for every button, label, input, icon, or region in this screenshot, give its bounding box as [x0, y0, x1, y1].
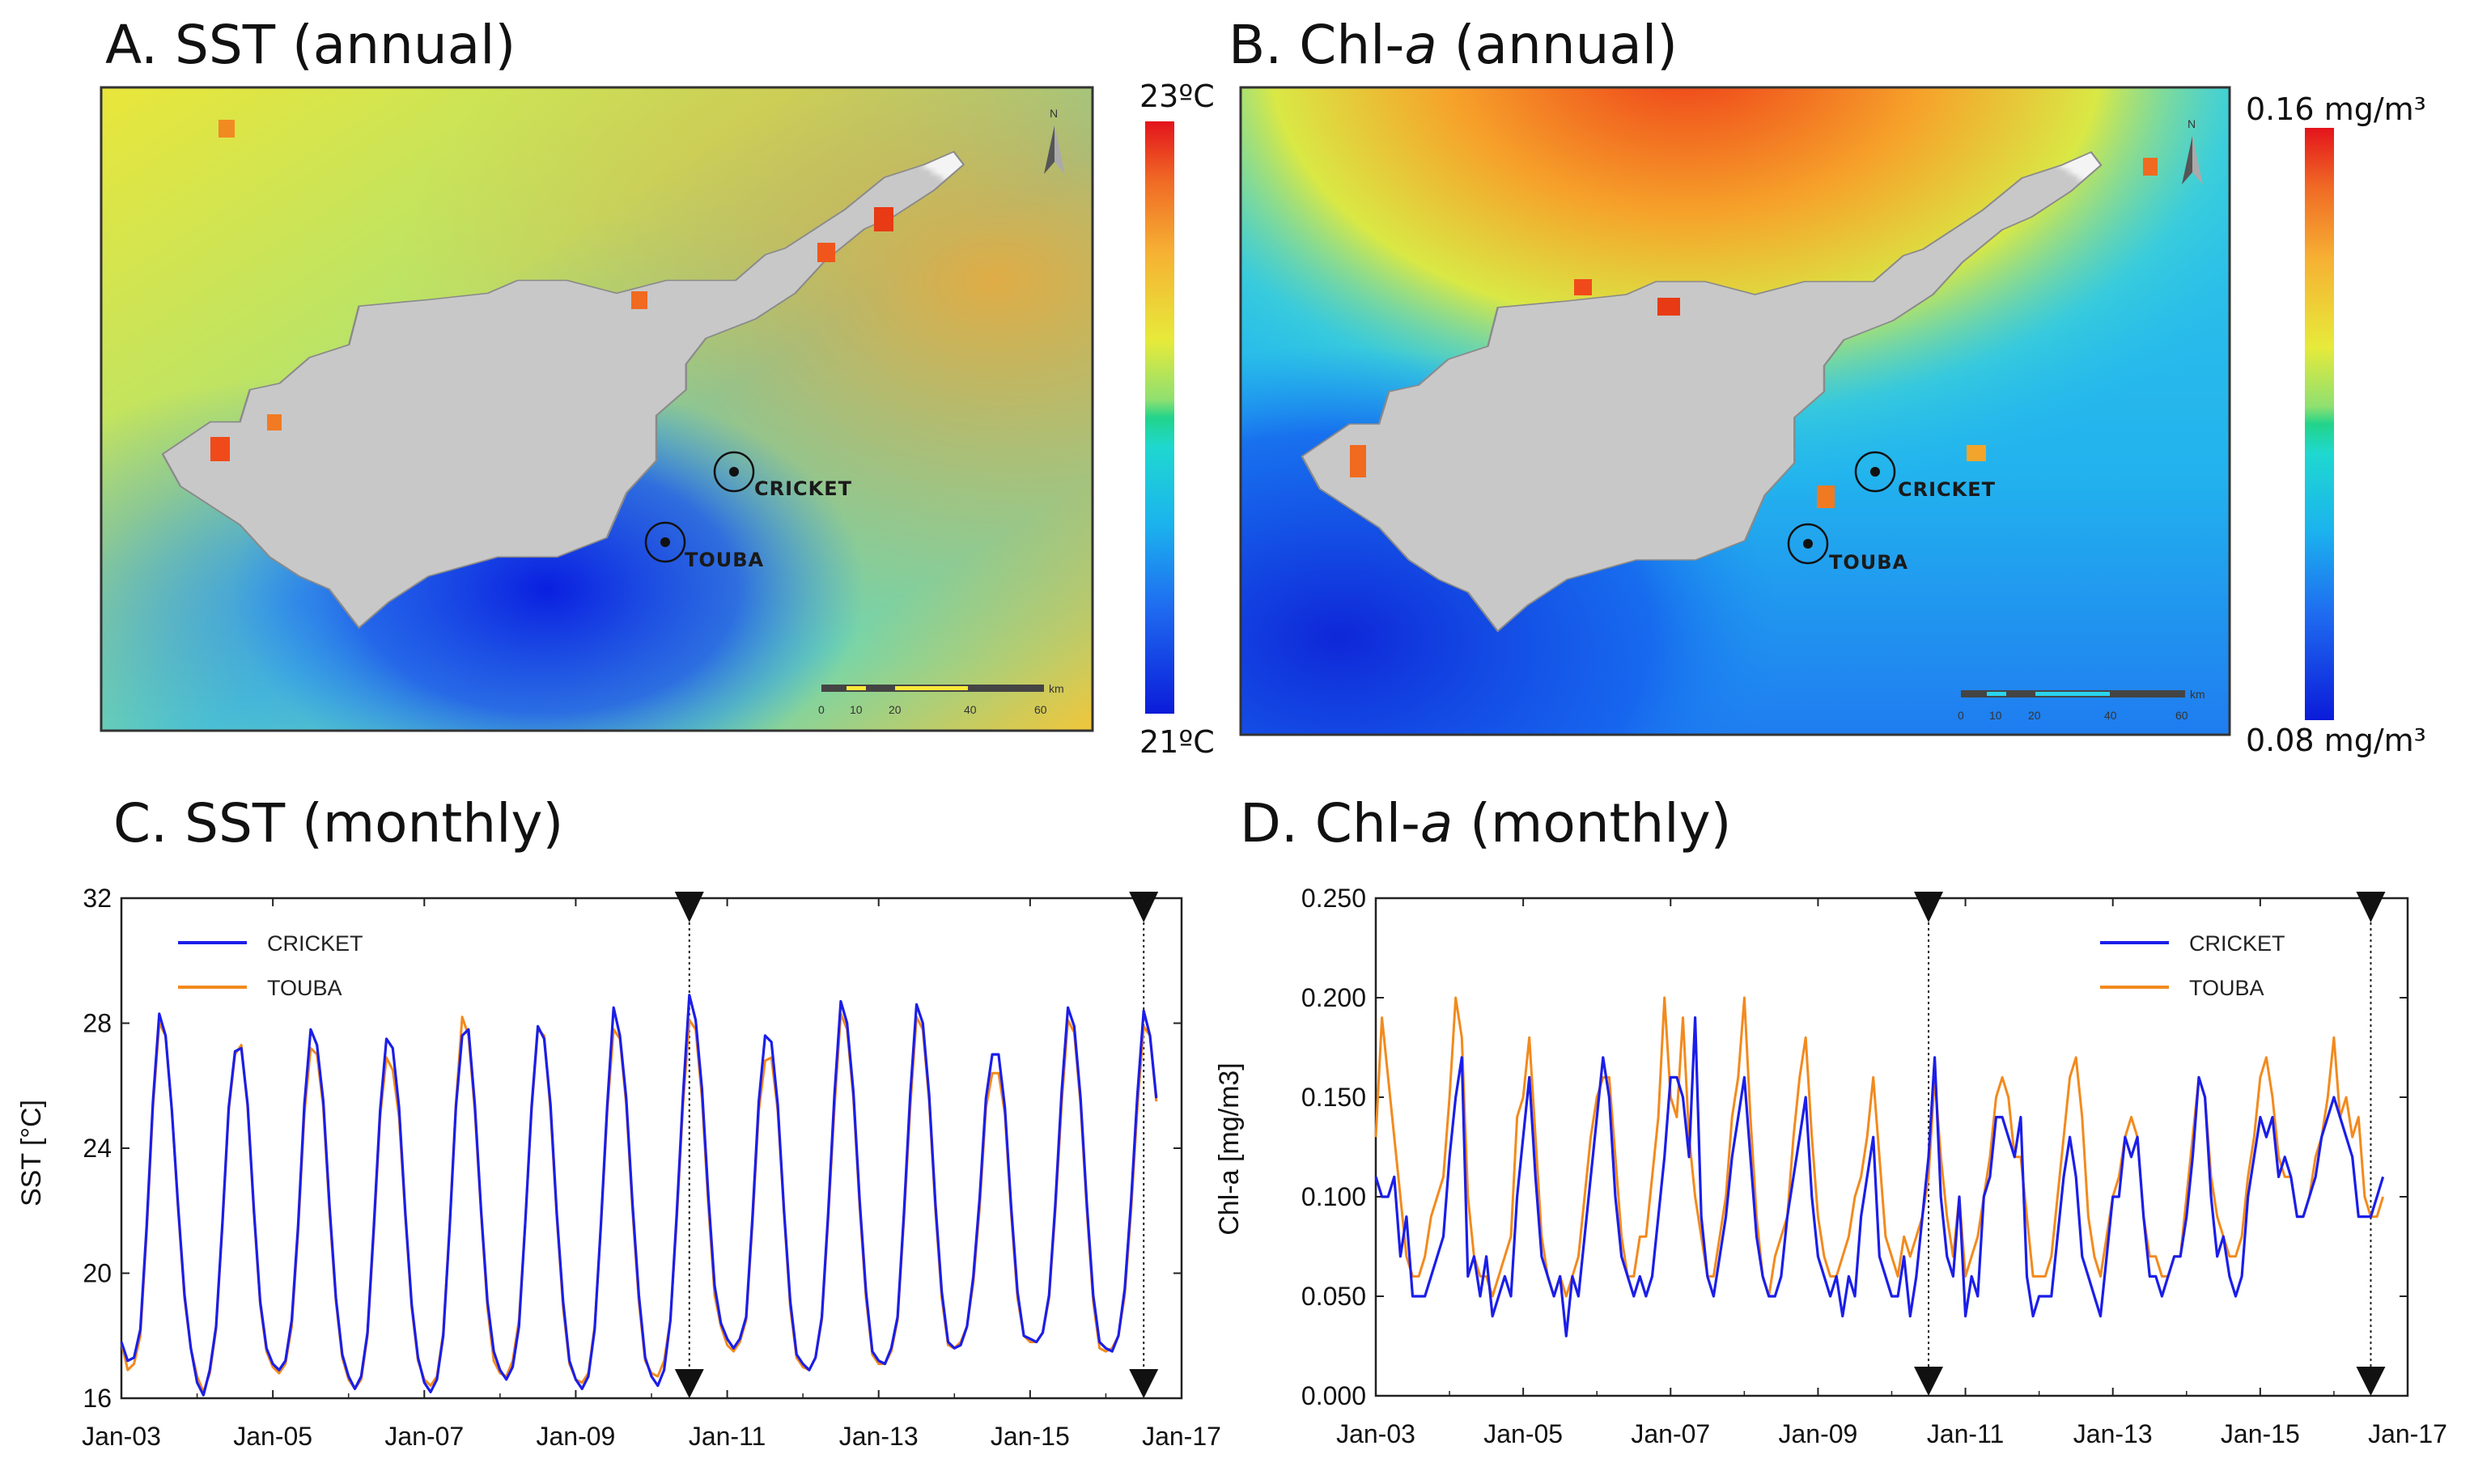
chart-d-xtick-label: Jan-07 [1631, 1419, 1710, 1448]
chart-c-xtick-label: Jan-17 [1142, 1422, 1221, 1451]
panel-d: D. Chl-a (monthly) Chl-a [mg/m3] 0.0000.… [1214, 792, 2447, 1448]
chart-d-legend-label-touba: TOUBA [2189, 976, 2264, 1000]
chart-d-series-cricket [1374, 1015, 2385, 1338]
chart-c-xtick-label: Jan-15 [991, 1422, 1070, 1451]
chart-c-xtick-label: Jan-11 [689, 1422, 766, 1451]
map-a [100, 86, 1094, 732]
panel-b: B. Chl-a (annual) N [1229, 14, 2426, 758]
site-label-touba: TOUBA [685, 549, 764, 571]
chart-d-ytick-label: 0.150 [1301, 1083, 1366, 1112]
chart-d-ytick-label: 0.200 [1301, 983, 1366, 1012]
svg-text:40: 40 [2104, 709, 2117, 722]
chart-d-xtick-label: Jan-15 [2221, 1419, 2300, 1448]
chart-c-ytick-label: 16 [83, 1384, 112, 1413]
chart-c-ytick-label: 20 [83, 1259, 112, 1288]
svg-text:60: 60 [1034, 703, 1047, 716]
chart-d-ytick-label: 0.250 [1301, 884, 1366, 913]
svg-text:20: 20 [2028, 709, 2041, 722]
svg-text:km: km [2190, 688, 2205, 701]
chart-d-ytick-label: 0.100 [1301, 1182, 1366, 1211]
chart-d: 0.000 0.050 0.100 0.150 0.200 0.250 Jan-03 Jan-… [1301, 884, 2447, 1448]
site-label-cricket: CRICKET [1898, 478, 1996, 501]
panel-d-title: D. Chl-a (monthly) [1240, 792, 1731, 854]
chart-c-ytick-label: 32 [83, 884, 112, 913]
chart-c-legend-label-touba: TOUBA [267, 976, 342, 1000]
chart-d-legend-label-cricket: CRICKET [2189, 931, 2285, 956]
north-arrow-icon: N [1044, 107, 1065, 174]
panel-c: C. SST (monthly) SST [°C] 16 20 24 28 32 Jan-… [16, 792, 1221, 1451]
site-marker-icon [644, 451, 755, 563]
chart-d-xtick-label: Jan-09 [1779, 1419, 1858, 1448]
svg-text:60: 60 [2175, 709, 2188, 722]
chart-d-event-arrow-top-shaft [2366, 892, 2376, 903]
svg-text:20: 20 [889, 703, 902, 716]
colorbar-a-min: 21ºC [1139, 724, 1215, 760]
chart-d-event-arrow-top [1914, 892, 1944, 922]
svg-text:km: km [1049, 682, 1064, 695]
chart-c-xtick-label: Jan-07 [384, 1422, 464, 1451]
chart-c-ytick-label: 24 [83, 1134, 112, 1163]
chart-c-event-arrow-bottom [1129, 1369, 1159, 1398]
chart-d-series-touba [1374, 996, 2385, 1298]
chart-d-ytick-label: 0.000 [1301, 1381, 1366, 1410]
svg-text:0: 0 [1958, 709, 1964, 722]
north-arrow-icon: N [2182, 117, 2203, 184]
svg-text:10: 10 [850, 703, 863, 716]
chart-d-ytick-label: 0.050 [1301, 1282, 1366, 1311]
chart-c-series-cricket [120, 994, 1158, 1397]
chart-c-ytick-label: 28 [83, 1009, 112, 1038]
chart-c-event-arrow-top [1129, 892, 1159, 922]
chart-d-xtick-label: Jan-05 [1483, 1419, 1563, 1448]
svg-text:N: N [2188, 117, 2196, 130]
chart-c-xtick-label: Jan-09 [537, 1422, 616, 1451]
map-b [1239, 86, 2231, 736]
chart-d-xtick-label: Jan-11 [1927, 1419, 2004, 1448]
chart-c-legend-label-cricket: CRICKET [267, 931, 363, 956]
chart-d-ylabel: Chl-a [mg/m3] [1214, 1062, 1245, 1236]
chart-d-event-arrow-top-shaft [1924, 892, 1934, 903]
chart-c-xtick-label: Jan-03 [82, 1422, 161, 1451]
svg-text:N: N [1050, 107, 1058, 120]
chart-c-event-arrow-bottom [674, 1369, 704, 1398]
site-marker-icon [1787, 451, 1896, 565]
svg-text:10: 10 [1989, 709, 2002, 722]
scale-bar: 0 10 20 40 60 km [1958, 688, 2205, 722]
svg-text:40: 40 [964, 703, 977, 716]
chart-d-xtick-label: Jan-03 [1336, 1419, 1415, 1448]
chart-c-event-arrow-top-shaft [1139, 892, 1149, 903]
chart-d-event-arrow-bottom [1914, 1367, 1944, 1396]
site-label-touba: TOUBA [1829, 551, 1908, 574]
scale-bar: 0 10 20 40 60 km [818, 682, 1064, 716]
panel-b-title: B. Chl-a (annual) [1229, 14, 1678, 76]
colorbar-b-min: 0.08 mg/m³ [2246, 723, 2426, 758]
panel-a: A. SST (annual) N [100, 14, 1215, 760]
chart-d-event-arrow-bottom [2356, 1367, 2386, 1396]
colorbar-a-max: 23ºC [1139, 78, 1215, 114]
chart-c-event-arrow-top [674, 892, 704, 922]
colorbar-a: 23ºC 21ºC [1139, 78, 1215, 760]
chart-c-event-arrow-top-shaft [684, 892, 694, 903]
panel-c-title: C. SST (monthly) [113, 792, 563, 854]
chart-d-xtick-label: Jan-13 [2073, 1419, 2153, 1448]
chart-c-xtick-label: Jan-05 [233, 1422, 312, 1451]
chart-c: 16 20 24 28 32 Jan-03 Jan-05 Jan-07 Jan-09 Jan-11… [82, 884, 1221, 1451]
svg-text:0: 0 [818, 703, 825, 716]
site-label-cricket: CRICKET [754, 477, 852, 500]
chart-d-event-arrow-top [2356, 892, 2386, 922]
chart-d-xtick-label: Jan-17 [2368, 1419, 2447, 1448]
colorbar-b-max: 0.16 mg/m³ [2246, 91, 2426, 127]
chart-c-ylabel: SST [°C] [16, 1100, 47, 1206]
colorbar-b: 0.16 mg/m³ 0.08 mg/m³ [2246, 91, 2426, 758]
panel-a-title: A. SST (annual) [105, 14, 516, 76]
chart-c-xtick-label: Jan-13 [839, 1422, 919, 1451]
